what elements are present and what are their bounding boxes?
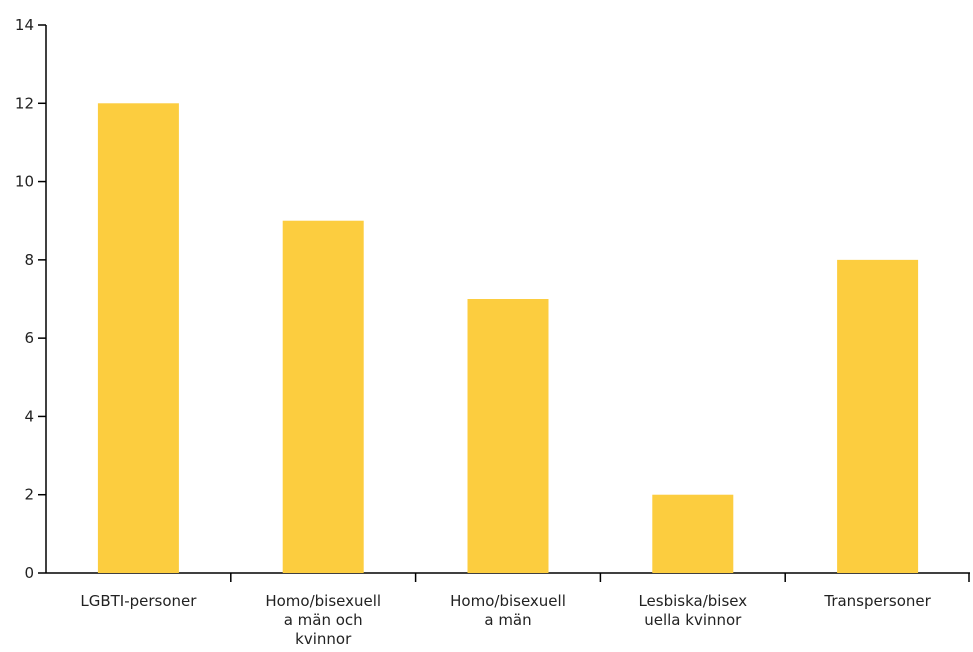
bar: [467, 299, 549, 573]
y-tick-label: 0: [24, 564, 34, 582]
y-axis: 0 2 4 6 8 10 12 14: [15, 16, 47, 582]
bar: [652, 494, 734, 573]
y-tick-label: 4: [24, 407, 34, 425]
y-tick-label: 12: [15, 94, 34, 112]
y-tick-label: 8: [24, 251, 34, 269]
bar: [837, 259, 919, 573]
x-tick-label-line: Homo/bisexuell: [265, 592, 381, 610]
y-tick-label: 14: [15, 16, 34, 34]
x-tick-label-line: Lesbiska/bisex: [638, 592, 747, 610]
bar: [97, 103, 179, 574]
y-tick-label: 2: [24, 486, 34, 504]
y-tick-label: 6: [24, 329, 34, 347]
x-axis: LGBTI-personer Homo/bisexuell a män och kvi…: [46, 572, 970, 648]
x-tick-label-line: a män och: [284, 611, 363, 629]
x-tick-label: Lesbiska/bisex uella kvinnor: [638, 592, 747, 629]
x-tick-label-line: Homo/bisexuell: [450, 592, 566, 610]
bars: [97, 103, 919, 574]
x-tick-label: LGBTI-personer: [80, 592, 197, 610]
x-tick-label: Homo/bisexuell a män och kvinnor: [265, 592, 381, 648]
y-tick-label: 10: [15, 173, 34, 191]
x-tick-label-line: a män: [484, 611, 531, 629]
x-tick-label-line: kvinnor: [295, 630, 352, 648]
x-tick-label-line: LGBTI-personer: [80, 592, 197, 610]
x-tick-label-line: uella kvinnor: [644, 611, 742, 629]
x-tick-label: Homo/bisexuell a män: [450, 592, 566, 629]
x-tick-label: Transpersoner: [823, 592, 931, 610]
bar: [282, 220, 364, 573]
x-tick-label-line: Transpersoner: [823, 592, 931, 610]
